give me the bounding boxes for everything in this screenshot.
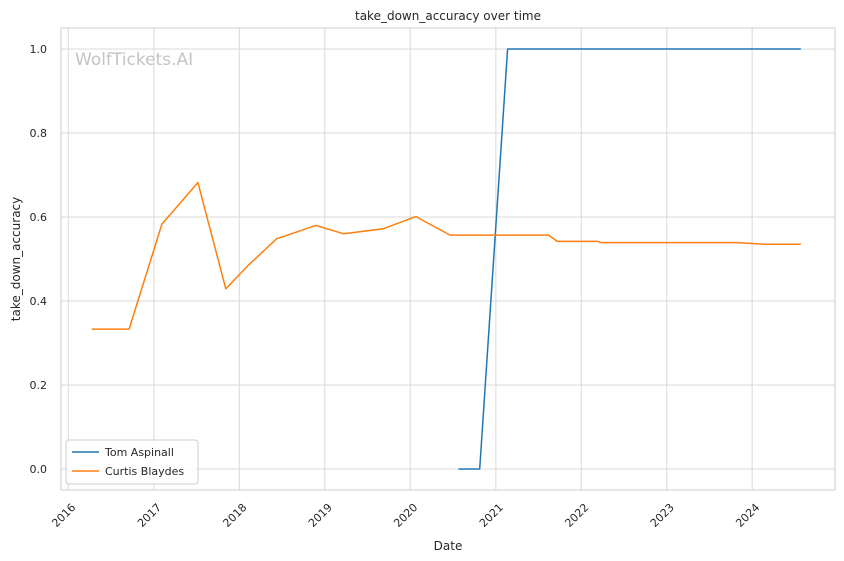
y-tick-labels: 0.0 0.2 0.4 0.6 0.8 1.0 [30, 43, 48, 476]
legend-box [65, 439, 199, 485]
y-tick-label: 0.2 [30, 379, 48, 392]
y-tick-label: 0.6 [30, 211, 48, 224]
chart-title: take_down_accuracy over time [355, 9, 541, 23]
legend-label-curtis-blaydes: Curtis Blaydes [105, 465, 184, 478]
y-tick-label: 0.4 [30, 295, 48, 308]
y-tick-label: 0.8 [30, 127, 48, 140]
legend: Tom Aspinall Curtis Blaydes [65, 439, 199, 485]
series-line-curtis-blaydes [91, 181, 801, 330]
series-lines [91, 48, 801, 470]
series-line-tom-aspinall [458, 48, 801, 470]
x-axis-title: Date [434, 539, 463, 553]
grid-lines [61, 28, 835, 490]
y-axis-title: take_down_accuracy [9, 197, 23, 321]
watermark: WolfTickets.AI [75, 50, 193, 70]
plot-frame [60, 27, 836, 491]
y-tick-label: 1.0 [30, 43, 48, 56]
legend-label-tom-aspinall: Tom Aspinall [104, 446, 174, 459]
y-tick-label: 0.0 [30, 463, 48, 476]
